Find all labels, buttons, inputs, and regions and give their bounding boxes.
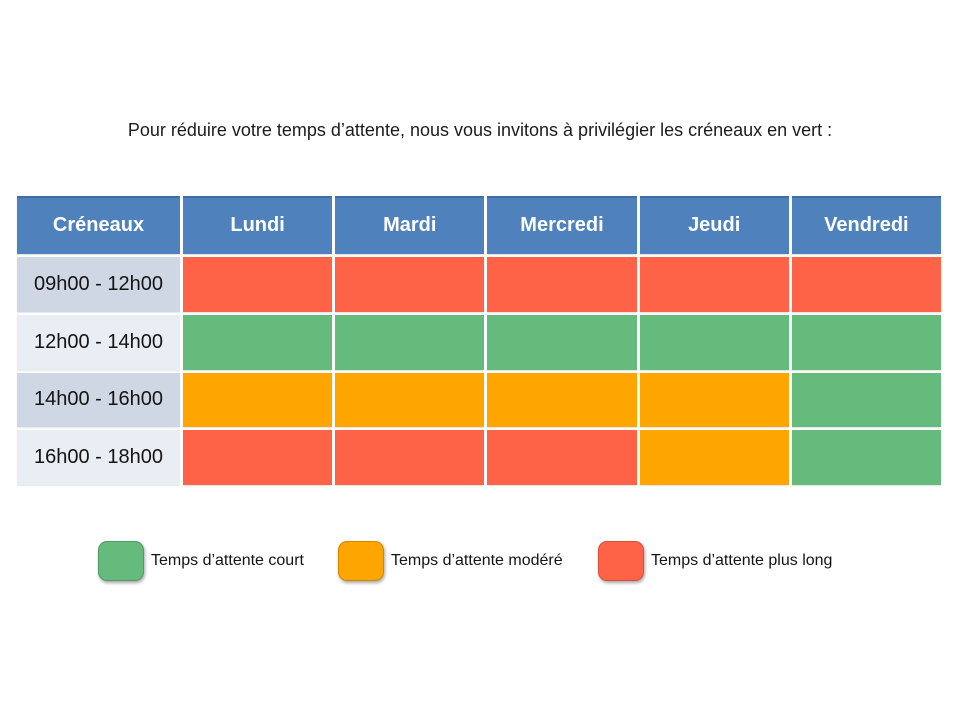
wait-cell-modere <box>183 372 333 428</box>
legend-label: Temps d’attente modéré <box>391 551 563 569</box>
wait-cell-court <box>791 314 941 370</box>
wait-cell-long <box>183 257 333 312</box>
wait-cell-modere <box>335 372 485 428</box>
legend-item-modere: Temps d’attente modéré <box>338 540 563 581</box>
wait-cell-court <box>791 430 941 485</box>
wait-cell-court <box>639 314 789 370</box>
header-cell-lundi: Lundi <box>183 196 333 254</box>
wait-cell-long <box>791 257 941 312</box>
legend-swatch-modere <box>338 540 384 581</box>
wait-cell-long <box>487 430 637 485</box>
wait-cell-court <box>791 372 941 428</box>
header-cell-jeudi: Jeudi <box>639 196 789 254</box>
wait-cell-long <box>487 257 637 312</box>
wait-cell-modere <box>487 372 637 428</box>
wait-cell-long <box>183 430 333 485</box>
wait-cell-long <box>335 257 485 312</box>
wait-cell-court <box>487 314 637 370</box>
header-cell-creneaux: Créneaux <box>17 196 180 254</box>
legend-item-court: Temps d’attente court <box>98 540 304 581</box>
legend: Temps d’attente court Temps d’attente mod… <box>0 540 960 581</box>
header-cell-vendredi: Vendredi <box>791 196 941 254</box>
header-cell-mercredi: Mercredi <box>487 196 637 254</box>
wait-cell-long <box>639 257 789 312</box>
wait-time-schedule-table: Créneaux Lundi Mardi Mercredi Jeudi Vendredi 0… <box>17 196 941 485</box>
legend-label: Temps d’attente plus long <box>651 551 833 569</box>
legend-label: Temps d’attente court <box>151 551 304 569</box>
legend-swatch-court <box>98 540 144 581</box>
row-label: 14h00 - 16h00 <box>17 372 180 428</box>
row-label: 09h00 - 12h00 <box>17 257 180 312</box>
legend-swatch-long <box>598 540 644 581</box>
slide-title: Pour réduire votre temps d’attente, nous… <box>127 120 833 140</box>
wait-cell-long <box>335 430 485 485</box>
wait-cell-court <box>183 314 333 370</box>
row-label: 12h00 - 14h00 <box>17 314 180 370</box>
header-cell-mardi: Mardi <box>335 196 485 254</box>
wait-cell-modere <box>639 372 789 428</box>
wait-cell-court <box>335 314 485 370</box>
legend-item-long: Temps d’attente plus long <box>598 540 832 581</box>
row-label: 16h00 - 18h00 <box>17 430 180 485</box>
wait-cell-modere <box>639 430 789 485</box>
